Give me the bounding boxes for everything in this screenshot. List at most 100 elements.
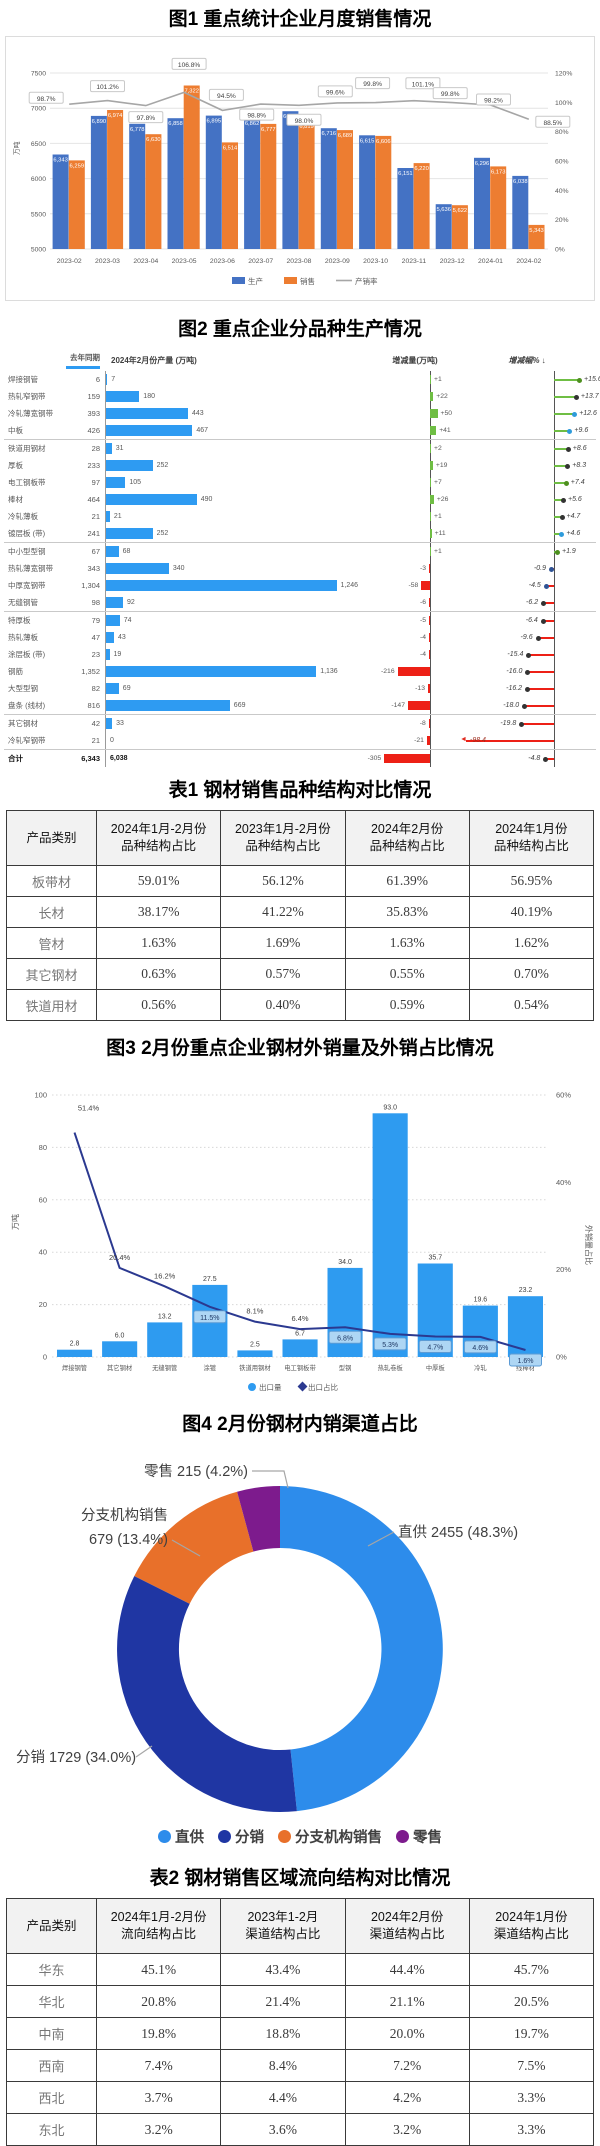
figure1-title: 图1 重点统计企业月度销售情况: [168, 9, 432, 30]
figure2-row: 冷轧窄钢带 21 0 -21 ◄ -98.4: [4, 732, 596, 749]
change-amount-bar: +50: [372, 405, 458, 422]
current-output-bar: 443: [105, 405, 372, 422]
table2-title: 表2 钢材销售区域流向结构对比情况: [149, 1868, 451, 1889]
variety-label: 冷轧窄钢带: [8, 736, 46, 745]
table-row: 中南 19.8% 18.8% 20.0% 19.7%: [6, 2017, 595, 2050]
row-label: 中南: [6, 2017, 97, 2050]
svg-text:直供 2455 (48.3%): 直供 2455 (48.3%): [398, 1524, 518, 1541]
cell-value: 45.1%: [95, 1953, 222, 1986]
svg-text:19.6: 19.6: [474, 1297, 488, 1304]
column-header: 2023年1月-2月份 品种结构占比: [220, 810, 346, 866]
current-output-bar: 669: [105, 697, 372, 714]
legend-dot-icon: [158, 1829, 171, 1843]
variety-label: 厚板: [8, 461, 23, 470]
prev-year-value: 79: [91, 616, 100, 625]
table-row: 华东 45.1% 43.4% 44.4% 45.7%: [6, 1953, 595, 1986]
svg-text:无缝钢管: 无缝钢管: [152, 1363, 177, 1372]
current-output-bar: 19: [105, 646, 372, 663]
ratio-labels: 98.7% 101.2% 97.8% 106.8% 94.5% 98.8% 98.0% 99.…: [28, 57, 571, 128]
change-amount-bar: -3: [372, 560, 458, 577]
prev-year-value: 343: [87, 564, 100, 573]
svg-text:6,689: 6,689: [338, 133, 353, 139]
column-header: 2024年1月-2月份 品种结构占比: [95, 810, 222, 866]
svg-text:2024-01: 2024-01: [478, 258, 503, 265]
svg-text:中厚板: 中厚板: [426, 1363, 446, 1372]
svg-text:出口占比: 出口占比: [308, 1382, 338, 1392]
svg-text:80%: 80%: [555, 129, 569, 136]
figure4-svg: 零售 215 (4.2%) 分支机构销售 679 (13.4%) 直供 2455…: [16, 1463, 518, 1812]
legend-item: 直供: [158, 1826, 204, 1847]
current-output-bar: 0: [105, 732, 372, 749]
svg-text:1.6%: 1.6%: [518, 1358, 534, 1365]
svg-text:97.8%: 97.8%: [136, 115, 155, 122]
prev-year-value: 28: [91, 444, 100, 453]
variety-label: 热轧薄宽钢带: [8, 564, 53, 573]
change-amount-bar: +1: [372, 508, 458, 525]
change-amount-bar: +41: [372, 422, 458, 439]
svg-text:5,343: 5,343: [529, 228, 544, 234]
cell-value: 0.56%: [95, 989, 222, 1021]
svg-text:35.7: 35.7: [428, 1255, 442, 1262]
figure2-row: 冷轧薄板 21 21 +1 +4.7: [4, 508, 596, 525]
change-amount-bar: -216: [372, 663, 458, 680]
change-amount-bar: -21: [372, 732, 458, 749]
figure2-row: 冷轧薄宽钢带 393 443 +50 +12.6: [4, 405, 597, 422]
svg-text:6,259: 6,259: [70, 163, 85, 169]
figure2-row: 无缝钢管 98 92 -6 -6.2: [4, 594, 596, 611]
prev-year-value: 233: [87, 461, 100, 470]
variety-label: 冷轧薄宽钢带: [8, 409, 53, 418]
cell-value: 43.4%: [220, 1953, 346, 1986]
cell-value: 3.3%: [468, 2113, 595, 2146]
cell-value: 0.70%: [468, 958, 595, 990]
row-label: 长材: [6, 896, 97, 928]
cell-value: 3.6%: [220, 2113, 346, 2146]
svg-text:2023-04: 2023-04: [133, 258, 158, 265]
header-row: 产品类别 2024年1月-2月份 流向结构占比 2023年1-2月 渠道结构占比 20…: [6, 1898, 595, 1954]
variety-label: 其它钢材: [8, 719, 38, 728]
ratio-line: [69, 91, 530, 120]
svg-text:5500: 5500: [31, 211, 46, 218]
change-amount-bar: +7: [372, 474, 458, 491]
prev-year-value: 464: [87, 495, 100, 504]
bars: 2.8 焊接钢管 6.0 其它钢材 13.2 无缝钢管 27.5 涂镀 2.5 铁道用钢材 6.7 电…: [57, 1104, 543, 1372]
legend-label: 分支机构销售: [295, 1829, 382, 1846]
cell-value: 35.83%: [344, 896, 470, 928]
figure2-title: 图2 重点企业分品种生产情况: [178, 319, 422, 340]
figure3-export-volume-chart: 0 20 40 60 80 100 0% 20% 40% 60% 万吨 外销量占比 2.8 焊接钢管 6.0…: [0, 1065, 600, 1399]
change-percent-lollipop: +13.7: [458, 388, 599, 405]
current-output-bar: 33: [105, 715, 372, 732]
change-amount-bar: +22: [372, 388, 458, 405]
svg-text:电工钢板带: 电工钢板带: [284, 1363, 315, 1372]
variety-label: 涂层板 (带): [8, 650, 46, 659]
svg-text:60: 60: [39, 1195, 47, 1204]
column-header: 2024年1月份 品种结构占比: [468, 810, 595, 866]
prev-year-value: 6: [95, 375, 100, 384]
svg-text:5.3%: 5.3%: [382, 1342, 398, 1349]
change-amount-bar: -147: [372, 697, 458, 714]
current-output-bar: 180: [105, 388, 372, 405]
figure4-title: 图4 2月份钢材内销渠道占比: [182, 1414, 418, 1435]
svg-text:679 (13.4%): 679 (13.4%): [89, 1532, 168, 1548]
svg-text:6,716: 6,716: [322, 131, 337, 137]
svg-text:120%: 120%: [555, 71, 572, 78]
svg-text:4.7%: 4.7%: [427, 1345, 443, 1352]
svg-text:20%: 20%: [555, 217, 569, 224]
svg-text:6,890: 6,890: [92, 119, 107, 125]
prev-year-value: 23: [91, 650, 100, 659]
svg-text:51.4%: 51.4%: [78, 1104, 100, 1113]
figure2-row: 钢筋 1,352 1,136 -216 -16.0: [4, 663, 596, 680]
table2-region-structure: 产品类别 2024年1月-2月份 流向结构占比 2023年1-2月 渠道结构占比 20…: [6, 1898, 595, 2146]
current-output-bar: 252: [105, 457, 372, 474]
svg-text:涂镀: 涂镀: [204, 1363, 217, 1372]
svg-text:6,615: 6,615: [360, 138, 375, 144]
table-row: 板带材 59.01% 56.12% 61.39% 56.95%: [6, 865, 595, 897]
svg-text:7,322: 7,322: [184, 89, 199, 95]
current-output-bar: 69: [105, 680, 372, 697]
svg-text:5,622: 5,622: [453, 208, 468, 214]
svg-text:100: 100: [34, 1091, 47, 1100]
cell-value: 1.69%: [220, 927, 346, 959]
svg-text:106.8%: 106.8%: [178, 62, 201, 69]
variety-label: 电工钢板带: [8, 478, 46, 487]
row-label: 铁道用材: [6, 989, 97, 1021]
